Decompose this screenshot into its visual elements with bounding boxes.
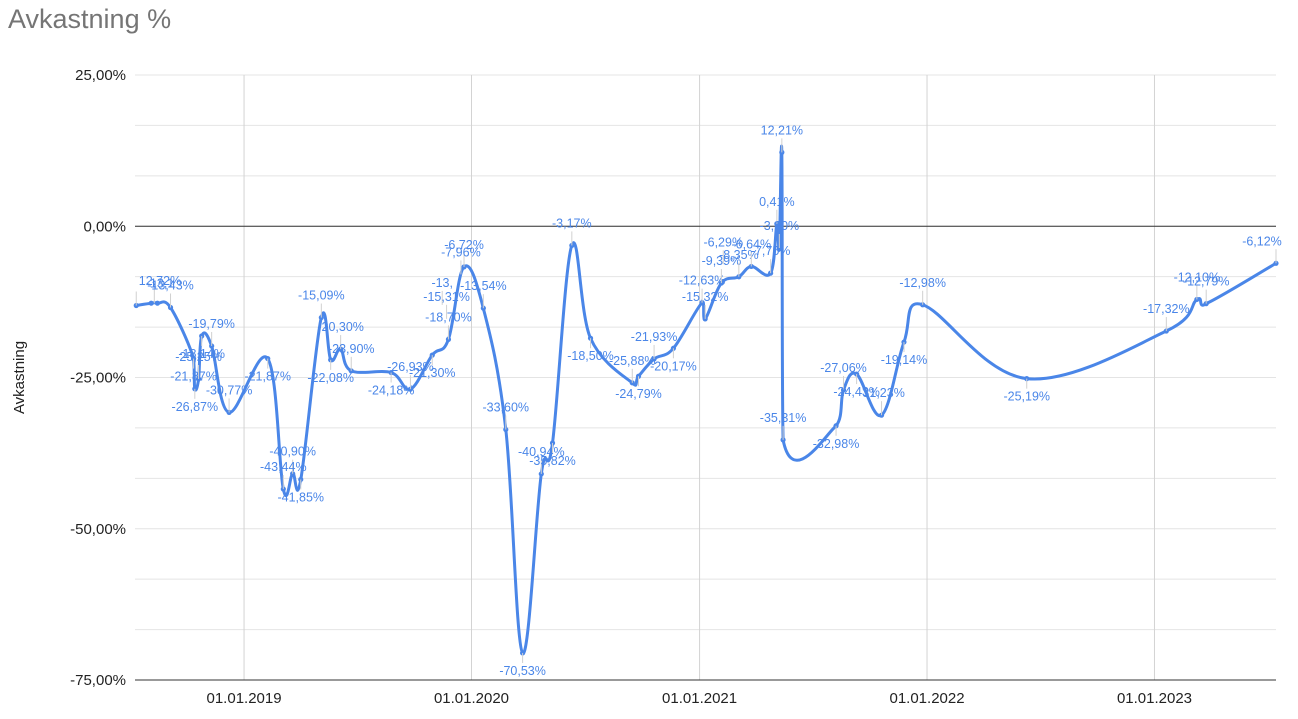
data-label: -31,23%: [858, 386, 905, 400]
x-tick-label: 01.01.2019: [207, 690, 282, 707]
data-label: -22,08%: [307, 371, 354, 385]
series-line: [135, 144, 1277, 655]
data-label: -7,75%: [751, 244, 791, 258]
y-tick-label: -25,00%: [70, 370, 126, 387]
data-label: 12,72%: [139, 274, 181, 288]
axis-layer: 01.01.2019 01.01.2020 01.01.2021 01.01.2022…: [11, 67, 1276, 707]
x-tick-label: 01.01.2020: [434, 690, 509, 707]
data-point: [148, 300, 154, 306]
data-label: -3,60%: [760, 219, 800, 233]
data-label: -15,09%: [298, 289, 345, 303]
data-label: -21,87%: [170, 370, 217, 384]
data-label: -19,14%: [881, 353, 928, 367]
data-label: -20,17%: [650, 359, 697, 373]
data-label: -25,25%: [175, 350, 222, 364]
data-label: -18,50%: [567, 349, 614, 363]
x-tick-label: 01.01.2022: [889, 690, 964, 707]
data-label: -13,: [431, 276, 453, 290]
data-label: -21,30%: [409, 366, 456, 380]
data-label: -32,98%: [813, 437, 860, 451]
data-label: -23,90%: [328, 342, 375, 356]
data-label: -27,06%: [820, 361, 867, 375]
data-label: -12,79%: [1183, 275, 1230, 289]
data-label: -26,93%: [387, 360, 434, 374]
data-label: -15,32%: [682, 290, 729, 304]
data-label: -12,63%: [679, 274, 726, 288]
x-tick-label: 01.01.2021: [662, 690, 737, 707]
data-label: -41,85%: [277, 490, 324, 504]
data-label: -35,82%: [529, 454, 576, 468]
data-label: -24,18%: [368, 384, 415, 398]
data-label: -25,88%: [609, 354, 656, 368]
data-label: -7,96%: [441, 245, 481, 259]
data-label: -43,44%: [260, 460, 307, 474]
data-label: 0,41%: [759, 195, 794, 209]
data-label: -33,60%: [482, 401, 529, 415]
y-tick-label: 0,00%: [83, 218, 126, 235]
data-label: -21,87%: [244, 370, 291, 384]
data-label: 12,21%: [761, 123, 803, 137]
y-tick-label: -75,00%: [70, 672, 126, 689]
chart-title: Avkastning %: [8, 4, 172, 34]
y-axis-title: Avkastning: [11, 341, 28, 414]
data-label: -21,93%: [631, 330, 678, 344]
data-label: -24,79%: [615, 387, 662, 401]
data-label: -25,19%: [1003, 390, 1050, 404]
data-label: -6,29%: [703, 235, 743, 249]
data-label: -24,43%: [833, 385, 880, 399]
data-label: -13,54%: [460, 279, 507, 293]
data-label: -6,64%: [731, 237, 771, 251]
data-label: -6,12%: [1242, 234, 1282, 248]
grid-layer: [135, 74, 1276, 681]
y-tick-label: 25,00%: [75, 67, 126, 84]
data-label: -15,31%: [423, 290, 470, 304]
data-label: -26,87%: [172, 400, 219, 414]
data-label: -70,53%: [499, 664, 546, 678]
data-label: -12,10%: [1174, 270, 1221, 284]
data-label: -13,43%: [147, 279, 194, 293]
y-tick-label: -50,00%: [70, 521, 126, 538]
data-label: -30,77%: [206, 383, 253, 397]
data-label: -19,79%: [188, 317, 235, 331]
data-label: -12,98%: [899, 276, 946, 290]
data-label: -13,1: [146, 277, 175, 291]
data-label: -3,17%: [552, 216, 592, 230]
data-label: -9,39%: [702, 254, 742, 268]
x-tick-label: 01.01.2023: [1117, 690, 1192, 707]
data-label: -18,70%: [425, 310, 472, 324]
data-label: -35,31%: [760, 411, 807, 425]
data-label: -20,30%: [317, 320, 364, 334]
data-label: -40,90%: [269, 445, 316, 459]
data-label: -8,35%: [719, 248, 759, 262]
data-label: -17,32%: [1143, 302, 1190, 316]
data-point: [154, 300, 161, 306]
label-layer: -13,112,72%-13,43%-18,14%-19,79%-21,87%-…: [135, 123, 1282, 678]
data-label: -6,72%: [444, 238, 484, 252]
data-label: -18,14%: [178, 347, 225, 361]
